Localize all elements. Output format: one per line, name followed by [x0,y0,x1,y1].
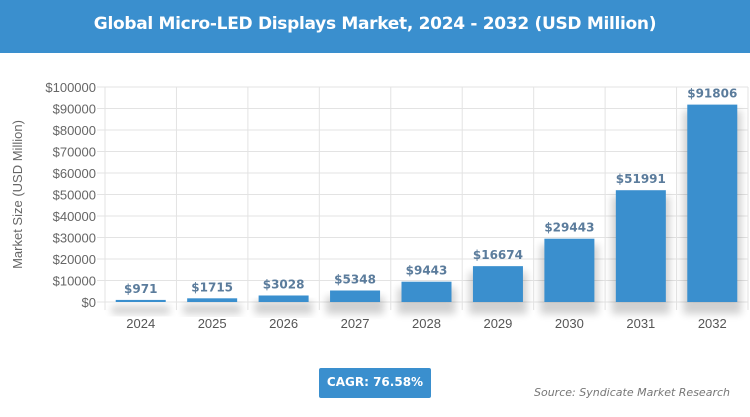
bar [330,290,381,302]
x-tick-label: 2030 [555,316,584,331]
y-tick-label: $20000 [53,252,96,267]
y-tick-label: $30000 [53,231,96,246]
x-tick-label: 2024 [126,316,155,331]
data-label: $29443 [544,221,594,235]
y-tick-label: $10000 [53,274,96,289]
bar [401,281,452,302]
data-label: $5348 [334,273,376,287]
y-tick-label: $90000 [53,102,96,117]
y-tick-label: $100000 [45,80,96,95]
bar [258,295,309,302]
x-tick-label: 2025 [198,316,227,331]
bar [472,266,523,302]
y-tick-label: $40000 [53,209,96,224]
source-text: Source: Syndicate Market Research [534,386,730,399]
data-label: $971 [124,282,157,296]
bar [615,190,666,302]
chart-title: Global Micro-LED Displays Market, 2024 -… [0,0,750,53]
y-tick-label: $80000 [53,123,96,138]
x-tick-label: 2031 [626,316,655,331]
bar-shadow [111,305,170,314]
y-axis-label: Market Size (USD Million) [10,120,25,269]
x-tick-label: 2028 [412,316,441,331]
bar [115,299,166,302]
x-tick-label: 2027 [341,316,370,331]
y-tick-label: $50000 [53,188,96,203]
data-label: $51991 [616,172,666,186]
y-tick-label: $70000 [53,145,96,160]
data-label: $9443 [406,264,448,278]
bar-shadow [183,304,242,314]
y-tick-label: $60000 [53,166,96,181]
x-tick-label: 2029 [483,316,512,331]
x-tick-label: 2026 [269,316,298,331]
y-tick-label: $0 [82,295,96,310]
data-label: $3028 [263,277,305,291]
bar-shadow [254,301,313,314]
bar [187,298,238,302]
bar [544,238,595,302]
data-label: $16674 [473,248,523,262]
data-label: $91806 [687,87,737,101]
x-tick-label: 2032 [698,316,727,331]
bar [687,104,738,303]
cagr-badge: CAGR: 76.58% [319,368,431,398]
data-label: $1715 [191,280,233,294]
